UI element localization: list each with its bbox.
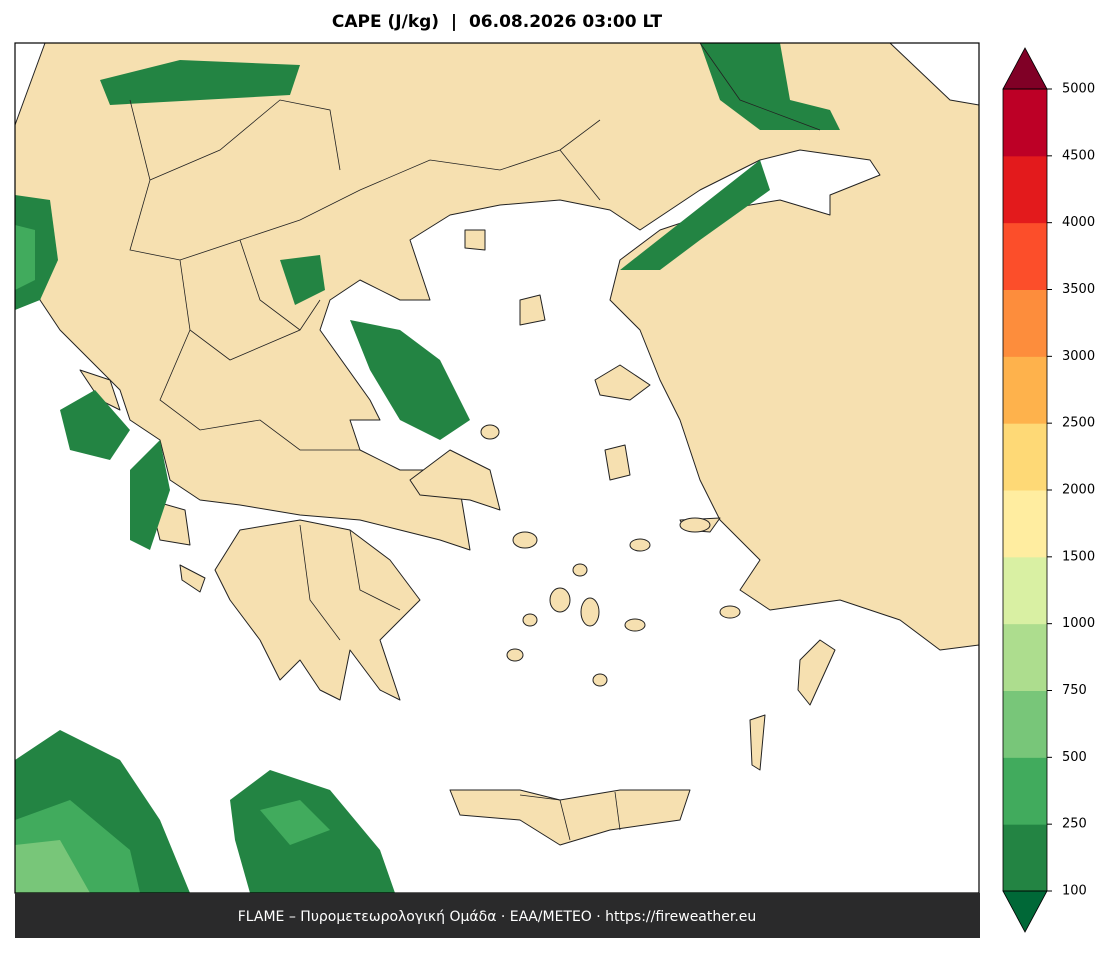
corfu <box>79 369 121 411</box>
colorbar-band <box>1003 757 1047 825</box>
rhodes <box>797 639 836 706</box>
colorbar-band <box>1003 690 1047 758</box>
limnos <box>519 294 546 326</box>
karpathos <box>749 714 766 771</box>
colorbar-tick-label: 1000 <box>1062 616 1095 631</box>
colorbar-tick-label: 100 <box>1062 884 1087 899</box>
colorbar-tick-label: 250 <box>1062 817 1087 832</box>
colorbar-tick-label: 2000 <box>1062 483 1095 498</box>
colorbar-band <box>1003 623 1047 691</box>
colorbar-band <box>1003 356 1047 424</box>
lesvos <box>594 364 651 401</box>
colorbar-band <box>1003 222 1047 290</box>
colorbar-tick-label: 750 <box>1062 683 1087 698</box>
borders <box>129 42 821 841</box>
evia <box>409 449 501 511</box>
cape-field-inner <box>15 225 330 893</box>
colorbar-band <box>1003 89 1047 157</box>
colorbar-tick-label: 1500 <box>1062 549 1095 564</box>
colorbar-tick-label: 3500 <box>1062 282 1095 297</box>
map <box>14 42 980 894</box>
colorbar-band <box>1003 155 1047 224</box>
colorbar-tick-label: 5000 <box>1062 82 1095 97</box>
colorbar-band <box>1003 490 1047 558</box>
colorbar-under <box>1002 890 1048 933</box>
colorbar-band <box>1003 824 1047 892</box>
cyclades <box>480 424 741 687</box>
colorbar-tick-label: 4500 <box>1062 148 1095 163</box>
footer: FLAME – Πυρομετεωρολογική Ομάδα · ΕΑΑ/ME… <box>238 909 757 925</box>
colorbar-tick-label: 4000 <box>1062 215 1095 230</box>
chios <box>604 444 631 481</box>
colorbar-band <box>1003 423 1047 491</box>
footer-band <box>15 893 980 938</box>
zakynthos <box>179 564 206 593</box>
colorbar: 100 250 500 750 1000 1500 2000 2500 3000 3500 4000… <box>1002 47 1095 933</box>
colorbar-over <box>1002 47 1048 90</box>
colorbar-band <box>1003 556 1047 625</box>
mainland <box>14 42 980 651</box>
colorbar-band <box>1003 289 1047 357</box>
colorbar-tick-label: 3000 <box>1062 349 1095 364</box>
title: CAPE (J/kg) | 06.08.2026 03:00 LT <box>332 12 663 32</box>
crete <box>449 789 691 846</box>
colorbar-tick-label: 500 <box>1062 750 1087 765</box>
thasos <box>464 229 486 251</box>
colorbar-tick-label: 2500 <box>1062 416 1095 431</box>
